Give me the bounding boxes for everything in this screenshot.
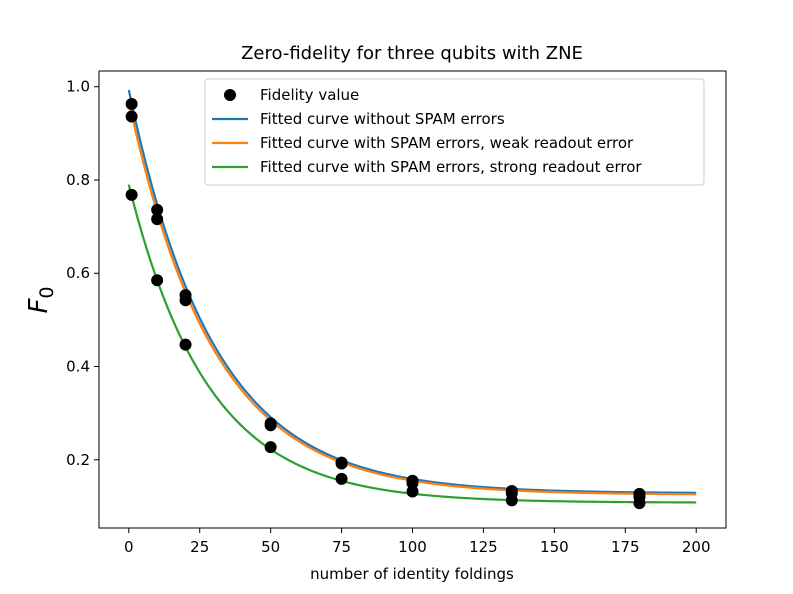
legend-box <box>204 78 705 186</box>
data-point-9 <box>179 338 192 351</box>
data-point-17 <box>406 477 419 490</box>
legend-marker-points <box>224 89 236 101</box>
y-axis: 0.2 0.4 0.6 0.8 1.0 <box>66 78 99 469</box>
legend-label-1: Fitted curve without SPAM errors <box>260 110 505 128</box>
x-tick-label: 100 <box>398 538 427 556</box>
x-axis: 0 25 50 75 100 125 150 175 200 <box>124 528 711 556</box>
x-tick-label: 150 <box>540 538 569 556</box>
legend-label-2: Fitted curve with SPAM errors, weak read… <box>260 134 634 152</box>
data-point-1 <box>125 97 138 110</box>
y-tick-label: 0.2 <box>66 451 90 469</box>
data-point-21 <box>505 494 518 507</box>
x-tick-label: 75 <box>332 538 351 556</box>
legend-label-3: Fitted curve with SPAM errors, strong re… <box>260 158 642 176</box>
x-tick-label: 0 <box>124 538 134 556</box>
y-axis-label-main: F <box>24 298 54 314</box>
data-point-4 <box>151 203 164 216</box>
data-point-5 <box>151 213 164 226</box>
x-axis-label: number of identity foldings <box>310 565 514 583</box>
y-tick-label: 0.8 <box>66 171 90 189</box>
data-point-3 <box>125 188 138 201</box>
data-point-18 <box>406 485 419 498</box>
data-point-11 <box>264 419 277 432</box>
data-point-2 <box>125 110 138 123</box>
y-tick-label: 0.4 <box>66 358 90 376</box>
data-point-6 <box>151 274 164 287</box>
x-tick-label: 25 <box>190 538 209 556</box>
plot-area <box>98 70 727 529</box>
data-point-15 <box>335 472 348 485</box>
y-axis-label: F0 <box>24 286 58 313</box>
legend: Fidelity value Fitted curve without SPAM … <box>204 78 705 186</box>
data-point-24 <box>633 497 646 510</box>
x-tick-label: 50 <box>261 538 280 556</box>
y-axis-label-subscript: 0 <box>36 286 58 298</box>
x-tick-label: 175 <box>611 538 640 556</box>
x-tick-label: 200 <box>682 538 711 556</box>
y-tick-label: 1.0 <box>66 78 90 96</box>
data-point-14 <box>335 457 348 470</box>
data-point-12 <box>264 441 277 454</box>
data-point-8 <box>179 294 192 307</box>
legend-label-0: Fidelity value <box>260 86 359 104</box>
data-points <box>125 97 646 510</box>
chart-title: Zero-fidelity for three qubits with ZNE <box>241 43 583 64</box>
y-tick-label: 0.6 <box>66 264 90 282</box>
x-tick-label: 125 <box>469 538 498 556</box>
